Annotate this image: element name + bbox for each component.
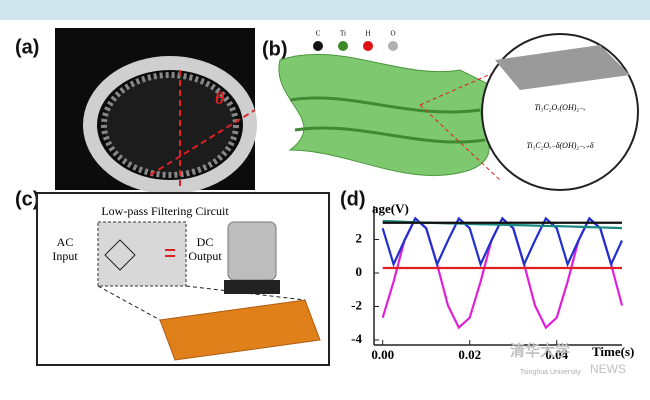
- legend-label: H: [365, 30, 370, 38]
- capacitor-photo: [227, 221, 277, 281]
- ref-line: [149, 109, 256, 176]
- crystal: [495, 45, 630, 90]
- sensor-board: [159, 299, 321, 361]
- formula: Ti₃C₂Oₓ₋δ(OH)₂₋ₓ₊δ: [526, 141, 594, 150]
- output-label: DC: [197, 235, 214, 249]
- zoom-line: [185, 285, 306, 301]
- zoom-line: [419, 104, 501, 181]
- y-tick-label: -2: [351, 297, 362, 312]
- bridge: [104, 239, 136, 271]
- circuit-box: [97, 221, 187, 287]
- chart: -4 -2 0 2 0.00 0.02 0.04 age(V) Time(s): [351, 201, 634, 362]
- input-label: AC: [57, 235, 74, 249]
- legend-label: C: [316, 30, 321, 38]
- mxene-layers: [278, 53, 502, 177]
- legend-label: Ti: [340, 30, 346, 38]
- circuit-title: Low-pass Filtering Circuit: [101, 204, 229, 218]
- legend-label: O: [390, 30, 395, 38]
- watermark-news: NEWS: [590, 362, 626, 376]
- panel-label: (c): [15, 188, 39, 210]
- zoom-line: [97, 285, 161, 321]
- x-axis-label: Time(s): [592, 344, 634, 359]
- legend-dot: [388, 41, 398, 51]
- watermark-sub: Tsinghua University: [520, 369, 581, 376]
- x-tick-label: 0.04: [545, 347, 568, 362]
- legend-dot: [338, 41, 348, 51]
- panel-label: (b): [262, 38, 288, 60]
- legend-dot: [363, 41, 373, 51]
- panel-label: (a): [15, 36, 39, 58]
- y-tick-label: 2: [356, 230, 363, 245]
- zoom-line: [419, 69, 501, 106]
- data-line: [381, 216, 624, 268]
- watermark-logo: 清华大学: [510, 341, 570, 359]
- capacitor-base: [224, 280, 280, 294]
- sensor: [101, 72, 239, 178]
- y-tick-label: -4: [351, 331, 362, 346]
- x-tick-label: 0.02: [458, 347, 481, 362]
- data-line: [381, 216, 624, 330]
- y-axis-label: age(V): [372, 201, 409, 216]
- input-label: Input: [52, 249, 78, 263]
- formula: Ti₃C₂Oₓ(OH)₂₋ₓ: [534, 103, 585, 112]
- legend: C Ti H O: [313, 30, 398, 51]
- legend-dot: [313, 41, 323, 51]
- output-label: Output: [188, 249, 222, 263]
- ring: [83, 56, 257, 194]
- layer-edge: [294, 126, 486, 144]
- layer-edge: [289, 96, 481, 114]
- angle-label: θ: [215, 88, 225, 108]
- panel-label: (d): [340, 188, 366, 210]
- y-tick-label: 0: [356, 264, 363, 279]
- x-tick-label: 0.00: [371, 347, 394, 362]
- top-band: [0, 0, 650, 20]
